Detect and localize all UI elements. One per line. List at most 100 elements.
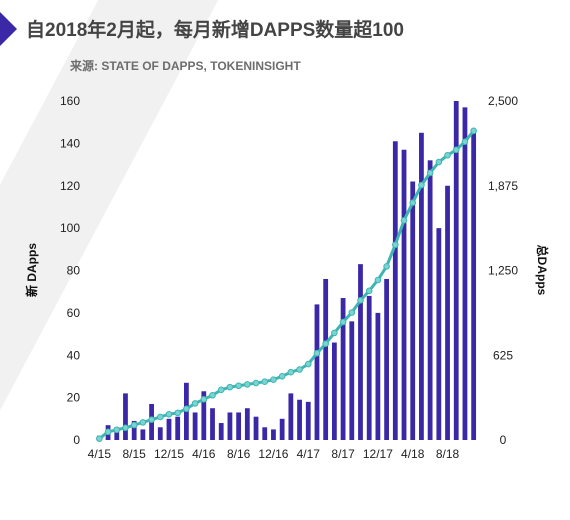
line-point [392,241,399,249]
line-point [139,419,147,426]
line-point [348,309,356,316]
right-tick-label: 2,500 [488,94,518,108]
bar [157,427,163,440]
line-point [165,410,173,418]
line-point [418,181,425,189]
bar [410,181,416,440]
bar [436,228,442,441]
bar [305,401,311,440]
line-point [96,435,103,442]
bar [236,412,242,440]
line-point [217,386,225,394]
bar [427,160,433,440]
bar [445,185,450,440]
line-point [383,263,390,270]
bar [131,420,137,440]
x-tick-label: 4/16 [192,447,216,461]
x-tick-label: 4/17 [297,447,321,461]
line-point [296,366,303,373]
bar [227,412,233,440]
source-note: 来源: STATE OF DAPPS, TOKENINSIGHT [70,59,301,73]
bar [375,312,381,441]
line-point [304,360,312,368]
title-accent-marker [0,12,17,46]
line-point [244,381,251,388]
line-point [374,276,382,284]
line-point [357,297,364,304]
bar [340,298,346,440]
bar-series [96,101,477,441]
bar [210,408,215,440]
bar [271,429,276,440]
bar [392,141,398,440]
line-point [452,146,460,154]
right-tick-label: 0 [500,433,507,447]
line-point [226,383,234,391]
bar [323,278,329,440]
x-axis-ticks: 4/15 8/15 12/15 4/16 8/16 12/16 4/17 8/17 12/17 4… [88,447,460,461]
left-tick-label: 0 [73,433,80,447]
line-point [183,405,190,413]
x-tick-label: 8/18 [436,447,460,461]
bar [279,418,285,440]
left-tick-label: 120 [60,179,80,193]
bar [349,321,355,440]
right-tick-label: 1,250 [488,264,518,278]
bar [453,101,459,440]
bar [192,412,198,440]
line-point [200,396,208,403]
line-point [122,424,129,432]
bar [314,304,320,440]
line-point [444,151,451,159]
line-point [209,391,216,399]
bar [262,427,268,440]
left-tick-label: 20 [67,391,81,405]
bar [297,399,302,440]
line-point [130,421,138,429]
line-point [287,368,295,376]
bar [123,393,128,440]
line-point [235,382,242,390]
bar [244,408,250,440]
bar [114,427,120,440]
line-point [470,127,477,135]
chart-area: 0 20 40 60 80 100 120 140 160 0 625 1,250 1,875 2,50… [24,94,550,461]
left-tick-label: 100 [60,221,80,235]
bar [366,295,372,440]
line-point [113,426,121,434]
x-tick-label: 8/15 [122,447,146,461]
line-point [191,400,199,407]
left-tick-label: 80 [67,264,81,278]
bar [288,393,294,440]
x-tick-label: 8/16 [227,447,251,461]
x-tick-label: 8/17 [331,447,355,461]
x-tick-label: 12/15 [154,447,184,461]
line-point [252,379,260,387]
left-axis-title: 新 DApps [24,243,39,297]
bar [331,342,337,440]
bar [140,429,146,440]
line-point [435,158,443,166]
line-point [148,416,155,423]
line-point [409,199,417,206]
bar [218,423,224,440]
line-point [400,217,408,224]
line-point [104,428,112,436]
left-tick-label: 40 [67,348,81,362]
bar [253,416,259,440]
bar [166,418,172,440]
x-tick-label: 4/18 [401,447,425,461]
bar [201,391,207,440]
line-series [96,127,477,442]
bar [462,107,468,441]
bar [419,132,424,440]
right-axis-ticks: 0 625 1,250 1,875 2,500 [488,94,518,447]
chart-title: 自2018年2月起，每月新增DAPPS数量超100 [26,20,404,41]
x-tick-label: 12/16 [258,447,288,461]
line-point [322,340,329,348]
line-point [426,169,434,177]
line-point [278,372,286,380]
right-tick-label: 1,875 [488,179,518,193]
line-point [365,287,373,295]
bar [175,416,181,440]
